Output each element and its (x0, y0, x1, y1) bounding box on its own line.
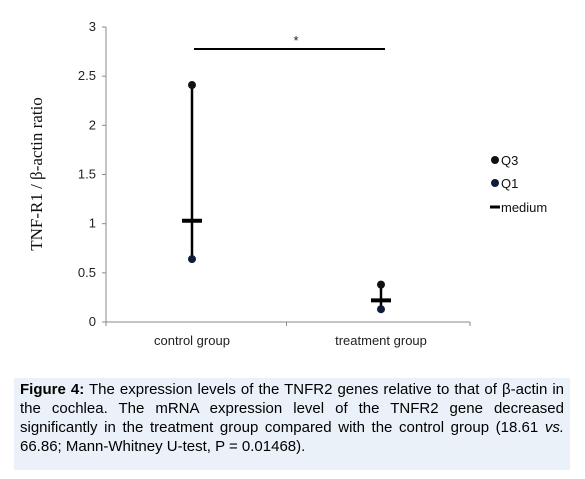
caption-text-part-2: 66.86; Mann-Whitney U-test, P = 0.01468)… (20, 438, 306, 455)
x-category-label: treatment group (335, 333, 427, 348)
q3-point (188, 81, 196, 90)
y-tick-label: 0 (89, 314, 96, 329)
y-tick-label: 1 (89, 216, 96, 231)
y-tick-label: 1.5 (78, 167, 96, 182)
legend-label: medium (501, 200, 547, 215)
x-category-label: control group (154, 333, 230, 348)
caption-text-part-1: The expression levels of the TNFR2 genes… (20, 381, 565, 436)
y-tick-label: 2 (89, 117, 96, 132)
chart-svg: 0 0.5 1 1.5 2 2.5 3 control group treatment grou… (27, 19, 547, 348)
y-tick-label: 0.5 (78, 265, 96, 280)
legend-swatch-q1 (491, 179, 499, 187)
legend-swatch-q3 (491, 156, 499, 164)
y-axis-label: TNF-R1 / β-actin ratio (27, 97, 46, 251)
q1-point (377, 305, 385, 314)
legend-label: Q3 (501, 153, 518, 168)
q1-point (188, 255, 196, 264)
y-tick-label: 3 (89, 19, 96, 34)
chart-area: 0 0.5 1 1.5 2 2.5 3 control group treatment grou… (27, 19, 547, 348)
legend-label: Q1 (501, 176, 518, 191)
q3-point (377, 280, 385, 289)
y-tick-label: 2.5 (78, 68, 96, 83)
figure-caption: Figure 4: The expression levels of the T… (14, 378, 570, 470)
caption-label: Figure 4: (20, 381, 85, 398)
caption-vs: vs. (544, 419, 564, 436)
significance-star: * (293, 33, 298, 48)
